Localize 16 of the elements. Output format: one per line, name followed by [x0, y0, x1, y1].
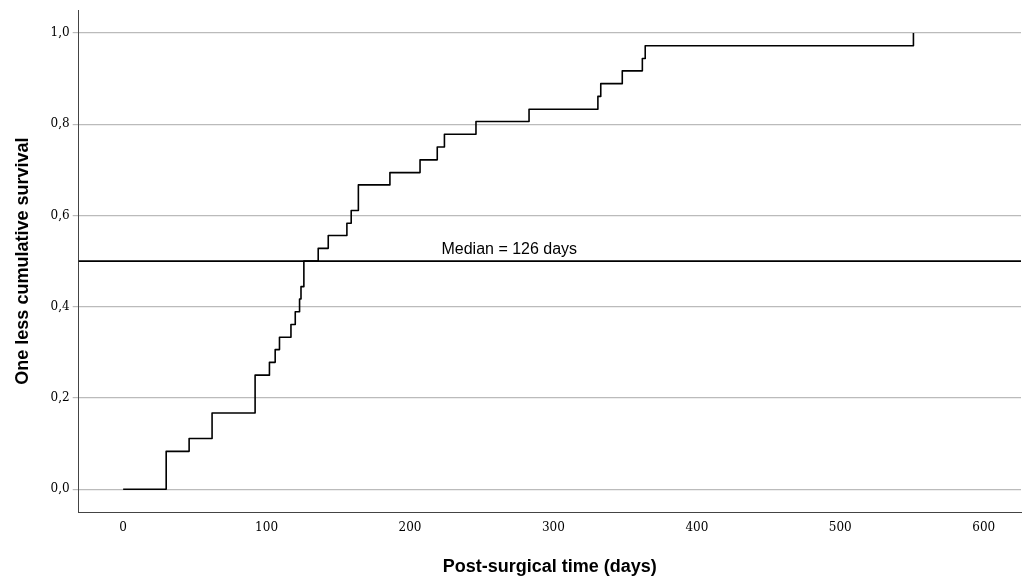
y-tick-label: 0,6	[50, 207, 70, 222]
y-tick-label: 0,8	[50, 116, 70, 131]
x-tick-label: 0	[119, 520, 127, 535]
y-tick-label: 0,2	[50, 390, 70, 405]
x-tick-label: 500	[828, 520, 852, 535]
x-tick-label: 200	[398, 520, 422, 535]
x-tick-label: 600	[972, 520, 996, 535]
x-tick-label: 400	[685, 520, 709, 535]
y-tick-label: 0,4	[50, 298, 71, 313]
y-axis-title: One less cumulative survival	[11, 137, 32, 385]
x-tick-label: 100	[255, 520, 279, 535]
x-axis-title: Post-surgical time (days)	[442, 556, 657, 577]
y-tick-label: 0,0	[50, 481, 70, 496]
annotation: Median = 126 days	[441, 239, 578, 257]
y-tick-label: 1,0	[50, 25, 70, 40]
x-tick-label: 300	[541, 520, 565, 535]
